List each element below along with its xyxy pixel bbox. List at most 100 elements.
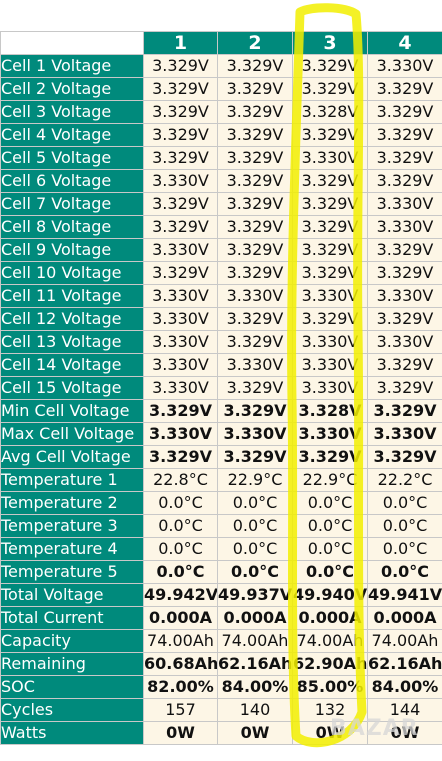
value-cell-col-4: 3.329V	[367, 77, 442, 101]
row-label: Temperature 2	[0, 491, 144, 515]
value-cell-col-4: 3.329V	[367, 376, 442, 400]
value-cell-col-4: 3.329V	[367, 123, 442, 147]
value-cell-col-4: 3.329V	[367, 399, 442, 423]
value-cell-col-2: 0.000A	[217, 606, 293, 630]
table-row: Total Current 0.000A 0.000A 0.000A 0.000A	[0, 606, 442, 630]
value-cell-col-4: 0.000A	[367, 606, 442, 630]
value-cell-col-4: 0.0°C	[367, 514, 442, 538]
value-cell-col-3: 3.329V	[292, 192, 368, 216]
value-cell-col-2: 3.329V	[217, 399, 293, 423]
table-row: Watts 0W 0W 0W 0W	[0, 721, 442, 745]
value-cell-col-2: 140	[217, 698, 293, 722]
row-label: Cell 13 Voltage	[0, 330, 144, 354]
value-cell-col-4: 0.0°C	[367, 537, 442, 561]
value-cell-col-4: 3.330V	[367, 215, 442, 239]
row-label: Cell 9 Voltage	[0, 238, 144, 262]
value-cell-col-3: 0.0°C	[292, 514, 368, 538]
value-cell-col-1: 60.68Ah	[143, 652, 218, 676]
table-row: Max Cell Voltage 3.330V 3.330V 3.330V 3.330V	[0, 422, 442, 446]
row-label: Cell 4 Voltage	[0, 123, 144, 147]
row-label: Cycles	[0, 698, 144, 722]
table-row: Min Cell Voltage 3.329V 3.329V 3.328V 3.329V	[0, 399, 442, 423]
value-cell-col-3: 3.330V	[292, 330, 368, 354]
row-label: Temperature 4	[0, 537, 144, 561]
value-cell-col-1: 157	[143, 698, 218, 722]
value-cell-col-3: 3.330V	[292, 422, 368, 446]
table-row: Total Voltage 49.942V 49.937V 49.940V 49.941…	[0, 583, 442, 607]
row-label: Cell 11 Voltage	[0, 284, 144, 308]
value-cell-col-1: 0.0°C	[143, 491, 218, 515]
value-cell-col-4: 62.16Ah	[367, 652, 442, 676]
value-cell-col-2: 3.329V	[217, 77, 293, 101]
value-cell-col-2: 3.329V	[217, 238, 293, 262]
value-cell-col-3: 3.330V	[292, 353, 368, 377]
value-cell-col-1: 3.329V	[143, 100, 218, 124]
row-label: Total Voltage	[0, 583, 144, 607]
row-label: Cell 3 Voltage	[0, 100, 144, 124]
value-cell-col-3: 3.328V	[292, 399, 368, 423]
value-cell-col-4: 0W	[367, 721, 442, 745]
table-row: Temperature 1 22.8°C 22.9°C 22.9°C 22.2°C	[0, 468, 442, 492]
row-label: Avg Cell Voltage	[0, 445, 144, 469]
table-body: Cell 1 Voltage 3.329V 3.329V 3.329V 3.330V Ce…	[0, 54, 442, 745]
table-row: Cell 14 Voltage 3.330V 3.330V 3.330V 3.329V	[0, 353, 442, 377]
value-cell-col-2: 0W	[217, 721, 293, 745]
value-cell-col-2: 49.937V	[217, 583, 293, 607]
row-label: Cell 8 Voltage	[0, 215, 144, 239]
header-row: 1 2 3 4	[0, 31, 442, 55]
battery-stats-table: 1 2 3 4 Cell 1 Voltage 3.329V 3.329V 3.329V…	[0, 31, 442, 745]
row-label: Cell 2 Voltage	[0, 77, 144, 101]
value-cell-col-1: 3.330V	[143, 353, 218, 377]
row-label: Total Current	[0, 606, 144, 630]
value-cell-col-3: 3.330V	[292, 376, 368, 400]
row-label: Watts	[0, 721, 144, 745]
table-row: Cell 13 Voltage 3.330V 3.329V 3.330V 3.330V	[0, 330, 442, 354]
table-row: Remaining 60.68Ah 62.16Ah 62.90Ah 62.16Ah	[0, 652, 442, 676]
value-cell-col-2: 0.0°C	[217, 491, 293, 515]
row-label: Cell 15 Voltage	[0, 376, 144, 400]
value-cell-col-4: 0.0°C	[367, 560, 442, 584]
value-cell-col-3: 0.0°C	[292, 491, 368, 515]
value-cell-col-1: 3.329V	[143, 215, 218, 239]
value-cell-col-1: 3.330V	[143, 422, 218, 446]
value-cell-col-1: 3.330V	[143, 307, 218, 331]
value-cell-col-2: 3.330V	[217, 353, 293, 377]
value-cell-col-4: 144	[367, 698, 442, 722]
table-row: Capacity 74.00Ah 74.00Ah 74.00Ah 74.00Ah	[0, 629, 442, 653]
value-cell-col-3: 3.329V	[292, 169, 368, 193]
value-cell-col-2: 3.329V	[217, 330, 293, 354]
value-cell-col-4: 3.329V	[367, 146, 442, 170]
value-cell-col-4: 3.330V	[367, 422, 442, 446]
value-cell-col-2: 3.329V	[217, 261, 293, 285]
value-cell-col-3: 3.329V	[292, 54, 368, 78]
value-cell-col-3: 3.330V	[292, 146, 368, 170]
table-row: Avg Cell Voltage 3.329V 3.329V 3.329V 3.329V	[0, 445, 442, 469]
value-cell-col-1: 3.329V	[143, 261, 218, 285]
value-cell-col-4: 3.330V	[367, 192, 442, 216]
value-cell-col-4: 3.329V	[367, 445, 442, 469]
value-cell-col-3: 0.0°C	[292, 560, 368, 584]
row-label: Max Cell Voltage	[0, 422, 144, 446]
row-label: Cell 6 Voltage	[0, 169, 144, 193]
value-cell-col-4: 3.330V	[367, 330, 442, 354]
value-cell-col-2: 3.329V	[217, 307, 293, 331]
value-cell-col-2: 62.16Ah	[217, 652, 293, 676]
value-cell-col-3: 3.329V	[292, 445, 368, 469]
column-header-1: 1	[143, 31, 218, 55]
value-cell-col-1: 3.329V	[143, 77, 218, 101]
row-label: Min Cell Voltage	[0, 399, 144, 423]
value-cell-col-4: 3.330V	[367, 54, 442, 78]
value-cell-col-2: 3.329V	[217, 123, 293, 147]
value-cell-col-4: 3.329V	[367, 238, 442, 262]
value-cell-col-3: 3.329V	[292, 261, 368, 285]
value-cell-col-4: 3.330V	[367, 284, 442, 308]
value-cell-col-3: 3.329V	[292, 307, 368, 331]
value-cell-col-3: 3.329V	[292, 238, 368, 262]
row-label: Temperature 1	[0, 468, 144, 492]
row-label: Temperature 5	[0, 560, 144, 584]
table-row: Cell 15 Voltage 3.330V 3.329V 3.330V 3.329V	[0, 376, 442, 400]
value-cell-col-1: 3.330V	[143, 169, 218, 193]
row-label: Remaining	[0, 652, 144, 676]
value-cell-col-4: 3.329V	[367, 261, 442, 285]
value-cell-col-1: 3.329V	[143, 192, 218, 216]
